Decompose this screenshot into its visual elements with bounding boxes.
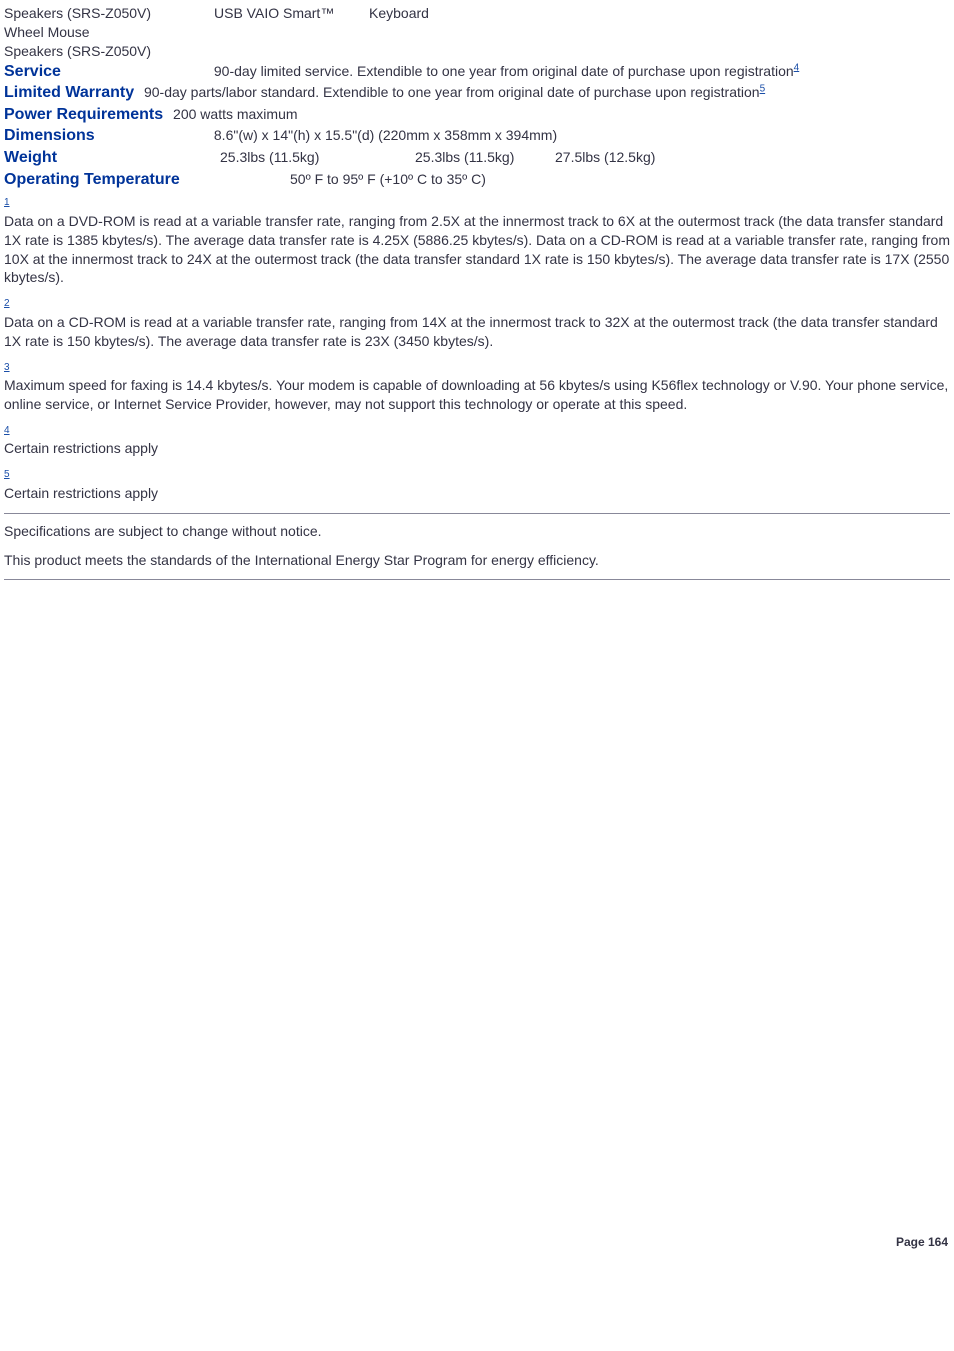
divider — [4, 579, 950, 580]
spec-change-notice: Specifications are subject to change wit… — [4, 522, 950, 541]
whitespace — [0, 588, 954, 1228]
spec-weight: Weight 25.3lbs (11.5kg) 25.3lbs (11.5kg)… — [4, 147, 950, 169]
accessory-line-1: Speakers (SRS-Z050V) USB VAIO Smart™ Key… — [4, 4, 950, 23]
spec-warranty: Limited Warranty 90-day parts/labor stan… — [4, 82, 950, 104]
text: Speakers (SRS-Z050V) — [4, 4, 214, 23]
footnote-ref-4[interactable]: 4 — [794, 62, 800, 73]
text: USB VAIO Smart™ — [214, 4, 369, 23]
spec-value: 25.3lbs (11.5kg) — [415, 148, 555, 167]
spec-value: 25.3lbs (11.5kg) — [220, 148, 415, 167]
spec-label: Service — [4, 61, 204, 83]
footnote-text-3: Maximum speed for faxing is 14.4 kbytes/… — [4, 376, 950, 414]
accessory-line-2: Wheel Mouse — [4, 23, 950, 42]
page-footer: Page 164 — [0, 1228, 954, 1258]
divider — [4, 513, 950, 514]
spec-value: 90-day limited service. Extendible to on… — [214, 63, 794, 79]
text: Keyboard — [369, 4, 429, 23]
footnote-text-4: Certain restrictions apply — [4, 439, 950, 458]
page-number: Page 164 — [896, 1235, 948, 1249]
spec-power: Power Requirements 200 watts maximum — [4, 104, 950, 126]
spec-value: 50º F to 95º F (+10º C to 35º C) — [290, 170, 486, 189]
footnote-anchor-4[interactable]: 4 — [4, 424, 950, 438]
spec-value: 27.5lbs (12.5kg) — [555, 148, 655, 167]
spec-value: 90-day parts/labor standard. Extendible … — [144, 84, 760, 100]
footnote-anchor-5[interactable]: 5 — [4, 468, 950, 482]
footnote-text-1: Data on a DVD-ROM is read at a variable … — [4, 212, 950, 288]
footnote-text-5: Certain restrictions apply — [4, 484, 950, 503]
accessory-lines: Speakers (SRS-Z050V) USB VAIO Smart™ Key… — [4, 4, 950, 61]
footnote-text-2: Data on a CD-ROM is read at a variable t… — [4, 313, 950, 351]
spec-value: 8.6"(w) x 14"(h) x 15.5"(d) (220mm x 358… — [214, 127, 557, 143]
spec-label: Operating Temperature — [4, 169, 284, 191]
spec-label: Limited Warranty — [4, 84, 134, 101]
footnote-anchor-3[interactable]: 3 — [4, 361, 950, 375]
accessory-line-3: Speakers (SRS-Z050V) — [4, 42, 950, 61]
spec-label: Power Requirements — [4, 106, 163, 123]
spec-operating-temperature: Operating Temperature 50º F to 95º F (+1… — [4, 169, 950, 191]
footnote-ref-5[interactable]: 5 — [760, 84, 766, 95]
footnote-anchor-2[interactable]: 2 — [4, 297, 950, 311]
spec-label: Weight — [4, 147, 214, 169]
spec-service: Service 90-day limited service. Extendib… — [4, 61, 950, 83]
energy-star-notice: This product meets the standards of the … — [4, 551, 950, 570]
spec-value: 200 watts maximum — [173, 106, 297, 122]
document-page: Speakers (SRS-Z050V) USB VAIO Smart™ Key… — [0, 0, 954, 580]
spec-label: Dimensions — [4, 125, 204, 147]
spec-dimensions: Dimensions 8.6"(w) x 14"(h) x 15.5"(d) (… — [4, 125, 950, 147]
footnote-anchor-1[interactable]: 1 — [4, 196, 950, 210]
